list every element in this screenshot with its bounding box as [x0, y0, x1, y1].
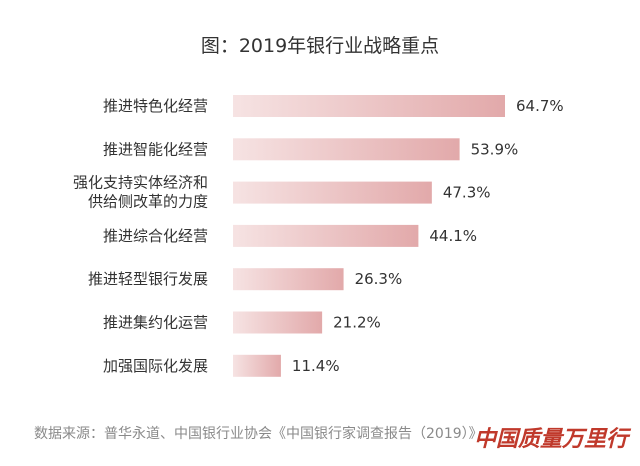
source-note: 数据来源：普华永道、中国银行业协会《中国银行家调查报告（2019）》 — [34, 425, 483, 442]
bar-1 — [233, 138, 460, 161]
category-label-1: 推进智能化经营 — [103, 140, 208, 158]
bar-6 — [233, 354, 281, 377]
value-label-3: 44.1% — [429, 227, 477, 245]
category-label-2-line-1: 供给侧改革的力度 — [88, 193, 208, 211]
bar-0 — [233, 95, 505, 117]
bar-5 — [233, 311, 323, 334]
watermark-logo: 中国质量万里行 — [474, 427, 632, 452]
bars-group: 64.7% 推进特色化经营 53.9% 推进智能化经营 47.3% 强化支持实体经济和供给… — [73, 95, 564, 377]
value-label-2: 47.3% — [443, 184, 491, 202]
value-label-5: 21.2% — [333, 314, 381, 332]
bar-3 — [233, 224, 419, 247]
category-label-4: 推进轻型银行发展 — [88, 270, 208, 288]
category-label-0: 推进特色化经营 — [103, 97, 208, 115]
value-label-4: 26.3% — [355, 270, 403, 288]
bar-4 — [233, 268, 344, 291]
chart-title: 图：2019年银行业战略重点 — [201, 35, 439, 57]
bar-2 — [233, 181, 432, 204]
category-label-6: 加强国际化发展 — [103, 357, 208, 375]
value-label-1: 53.9% — [471, 140, 519, 158]
category-label-3: 推进综合化经营 — [103, 227, 208, 245]
category-label-5: 推进集约化运营 — [103, 314, 208, 332]
value-label-0: 64.7% — [516, 97, 564, 115]
value-label-6: 11.4% — [292, 357, 340, 375]
category-label-2-line-0: 强化支持实体经济和 — [73, 174, 208, 192]
